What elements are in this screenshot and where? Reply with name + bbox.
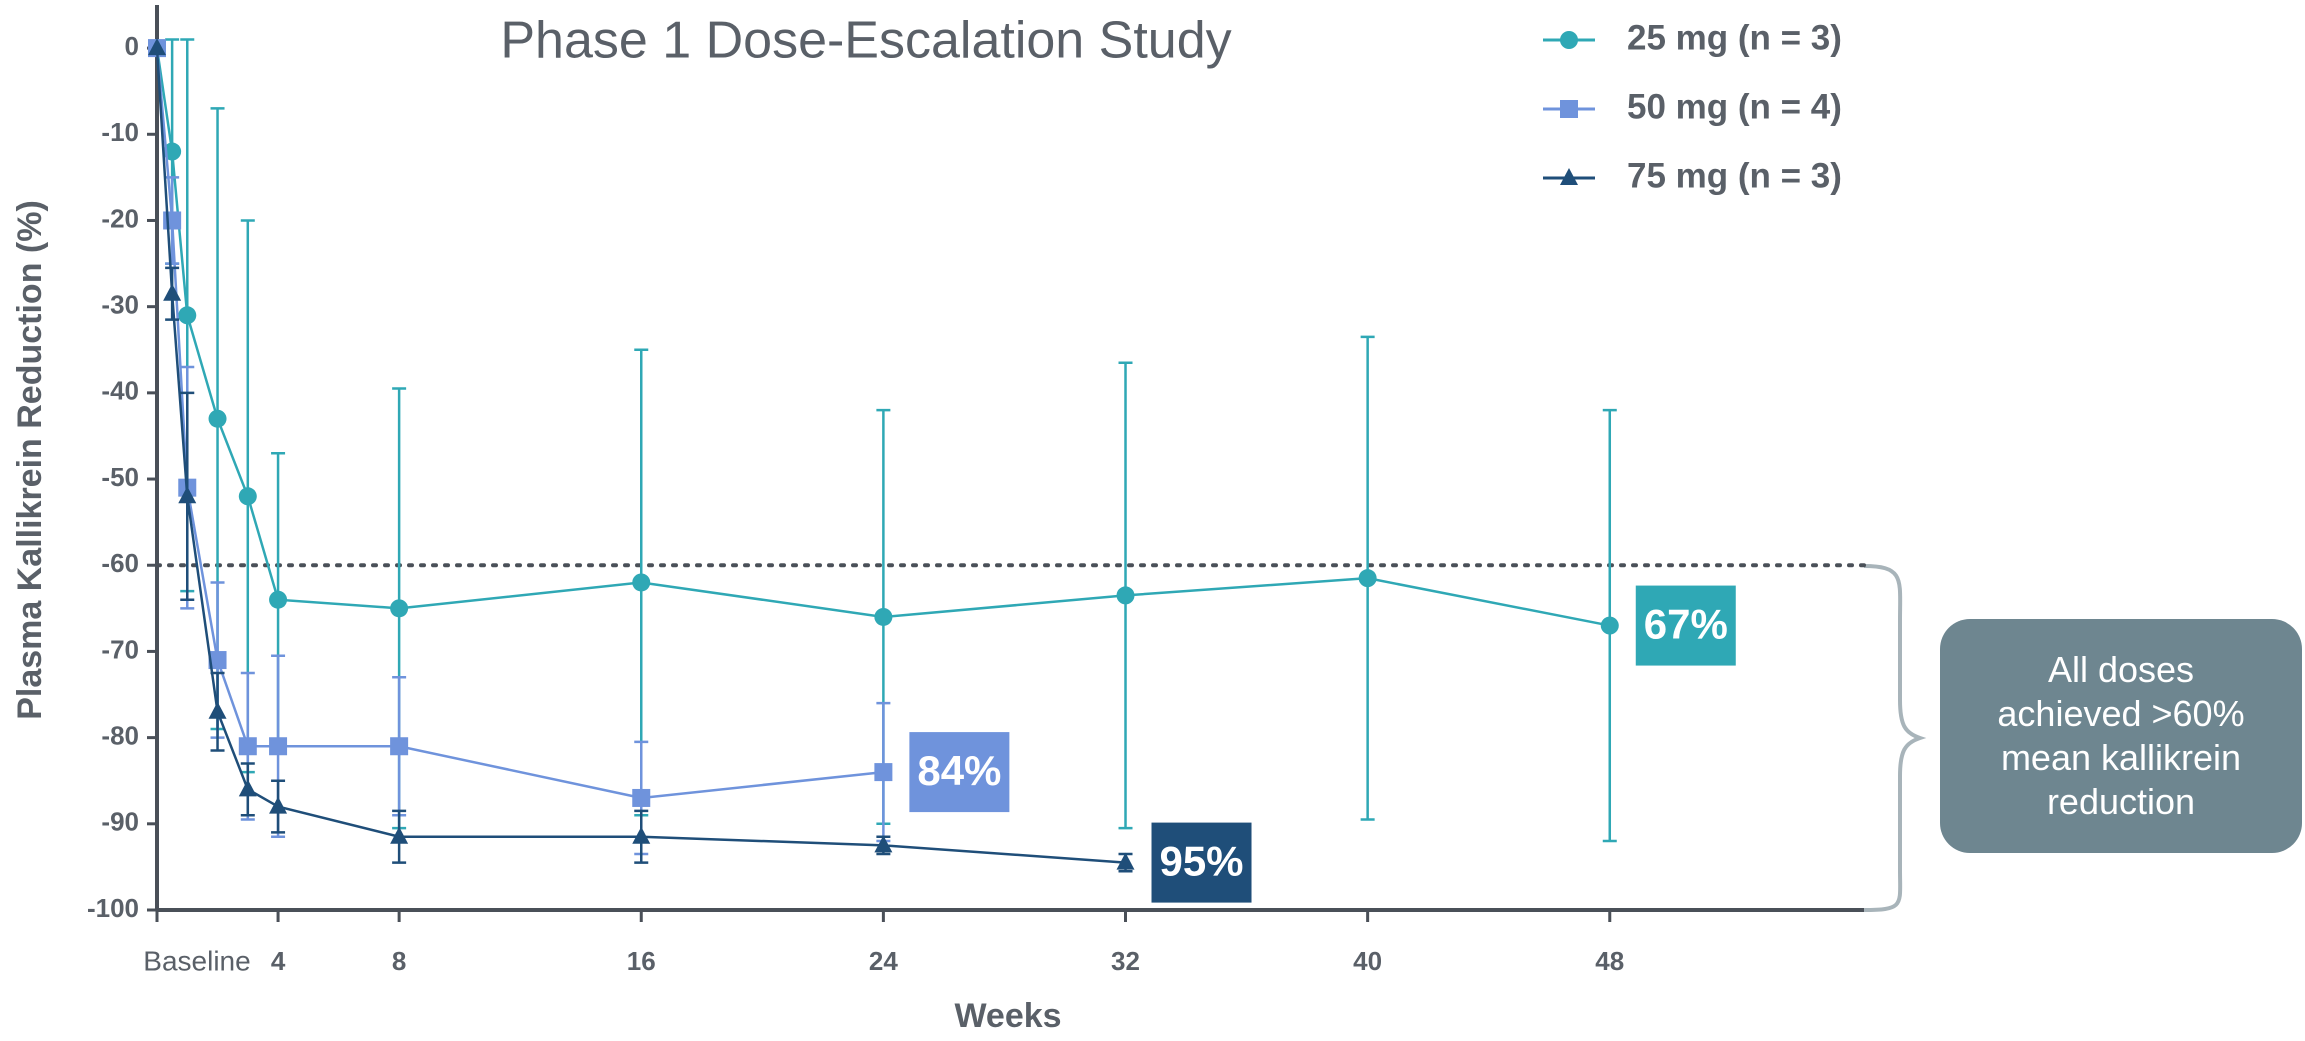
y-tick-label: -20 (101, 203, 139, 233)
series: 95% (148, 38, 1252, 903)
marker (208, 651, 227, 670)
marker (632, 573, 651, 592)
marker (1116, 586, 1135, 605)
marker (163, 211, 182, 230)
marker (1116, 852, 1135, 870)
marker (163, 283, 182, 301)
end-label-box (1151, 822, 1252, 903)
marker (390, 826, 409, 844)
marker (1600, 616, 1619, 635)
marker (390, 599, 409, 618)
x-tick-label: 8 (392, 946, 406, 976)
marker (390, 737, 409, 756)
end-label-box (909, 732, 1010, 813)
x-tick-label: 32 (1111, 946, 1140, 976)
y-tick-label: -100 (87, 893, 139, 923)
marker (874, 763, 893, 782)
x-tick-label: 4 (271, 946, 286, 976)
brace (1863, 564, 1927, 912)
x-tick-label: 24 (869, 946, 898, 976)
y-axis-label: Plasma Kallikrein Reduction (%) (11, 200, 49, 720)
y-tick-label: -80 (101, 720, 139, 750)
marker (269, 796, 288, 814)
series: 67% (148, 38, 1736, 843)
y-tick-label: -50 (101, 462, 139, 492)
marker (238, 779, 257, 797)
marker (238, 487, 257, 506)
marker (874, 835, 893, 853)
marker (238, 737, 257, 756)
marker (208, 701, 227, 719)
marker (1560, 31, 1578, 49)
y-tick-label: -10 (101, 117, 139, 147)
marker (208, 409, 227, 428)
end-label: 67% (1644, 601, 1728, 648)
end-label: 84% (917, 747, 1001, 794)
end-label-box (1635, 585, 1736, 666)
x-tick-label: 16 (627, 946, 656, 976)
series-line (155, 48, 1126, 864)
marker (269, 590, 288, 609)
y-tick-label: -30 (101, 290, 139, 320)
y-tick-label: -40 (101, 376, 139, 406)
y-tick-label: -70 (101, 634, 139, 664)
marker (148, 38, 166, 56)
callout: All doses achieved >60% mean kallikrein … (1940, 619, 2302, 853)
legend-label: 50 mg (n = 4) (1627, 87, 1842, 126)
legend-label: 75 mg (n = 3) (1627, 156, 1842, 195)
y-tick-label: -90 (101, 807, 139, 837)
y-tick-label: 0 (125, 31, 139, 61)
marker (178, 486, 197, 504)
marker (632, 826, 651, 844)
series: 84% (148, 39, 1010, 856)
chart-title: Phase 1 Dose-Escalation Study (500, 12, 1231, 70)
marker (1358, 569, 1377, 588)
x-axis-label: Weeks (954, 997, 1061, 1035)
marker (874, 607, 893, 626)
end-label: 95% (1159, 838, 1243, 885)
legend-label: 25 mg (n = 3) (1627, 18, 1842, 57)
x-tick-label: 40 (1353, 946, 1382, 976)
marker (178, 306, 197, 325)
marker (269, 737, 288, 756)
y-tick-label: -60 (101, 548, 139, 578)
series-line (155, 47, 884, 800)
x-tick-label: Baseline (143, 945, 250, 976)
marker (1560, 168, 1578, 185)
x-tick-label: 48 (1595, 946, 1624, 976)
marker (1560, 100, 1578, 118)
series-line (155, 47, 1611, 627)
marker (632, 788, 651, 807)
